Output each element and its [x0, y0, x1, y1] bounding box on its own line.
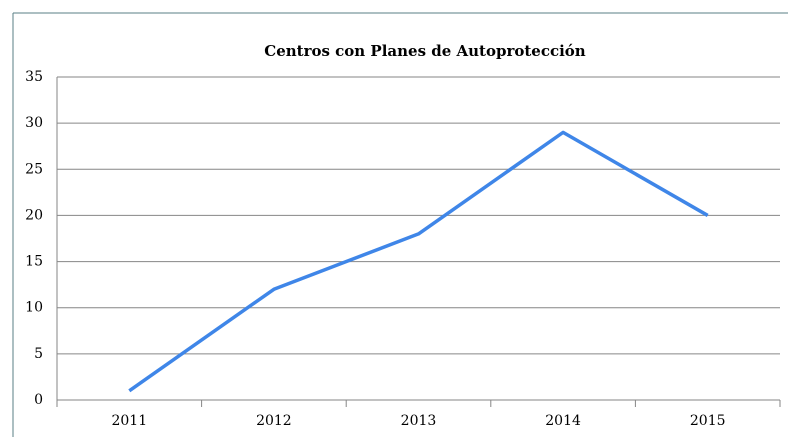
x-tick-label: 2012: [256, 413, 292, 429]
x-tick-label: 2014: [545, 413, 581, 429]
data-line: [128, 130, 709, 393]
y-tick-label: 0: [34, 392, 43, 408]
y-tick-label: 5: [34, 346, 43, 362]
x-tick-label: 2011: [111, 413, 147, 429]
y-tick-label: 30: [25, 115, 43, 131]
x-tick-label: 2013: [401, 413, 437, 429]
x-tick-label: 2015: [690, 413, 726, 429]
y-tick-label: 35: [25, 69, 43, 85]
y-tick-label: 15: [25, 254, 43, 270]
y-tick-label: 25: [25, 161, 43, 177]
y-tick-label: 20: [25, 207, 43, 223]
y-tick-label: 10: [25, 300, 43, 316]
chart-title: Centros con Planes de Autoprotección: [264, 42, 586, 60]
